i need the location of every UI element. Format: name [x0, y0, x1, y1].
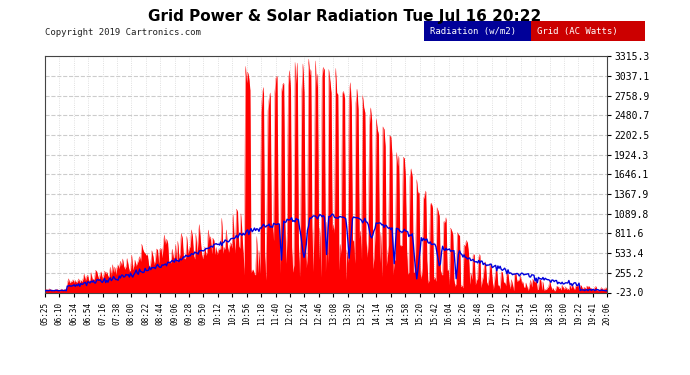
Text: Grid Power & Solar Radiation Tue Jul 16 20:22: Grid Power & Solar Radiation Tue Jul 16 … [148, 9, 542, 24]
Text: Radiation (w/m2): Radiation (w/m2) [430, 27, 515, 36]
Text: Grid (AC Watts): Grid (AC Watts) [537, 27, 618, 36]
Text: Copyright 2019 Cartronics.com: Copyright 2019 Cartronics.com [45, 28, 201, 37]
